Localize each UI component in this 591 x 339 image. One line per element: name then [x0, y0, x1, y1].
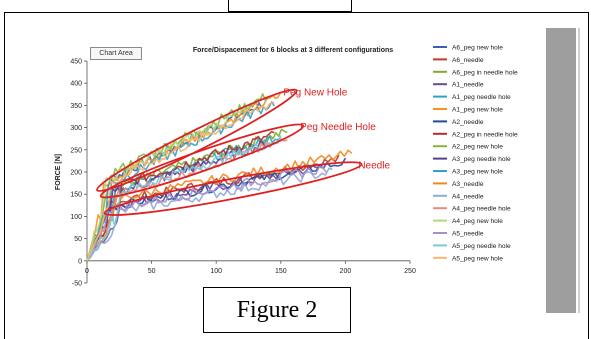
legend-label: A3_peg needle hole: [452, 156, 511, 163]
y-tick-label: 450: [70, 59, 82, 66]
annotation-ellipse: [96, 88, 298, 192]
chart-title: Force/Dispacement for 6 blocks at 3 diff…: [193, 47, 393, 54]
legend-label: A5_needle: [452, 231, 484, 238]
y-tick-label: 400: [70, 81, 82, 88]
y-tick-label: 300: [70, 125, 82, 132]
series-line: [86, 166, 327, 262]
figure-caption: Figure 2: [203, 287, 351, 333]
chart-area-tooltip: Chart Area: [90, 47, 142, 60]
legend-label: A1_peg needle hole: [452, 94, 511, 101]
top-tab: [228, 0, 352, 12]
x-tick-label: 150: [275, 268, 287, 275]
legend-label: A2_peg new hole: [452, 144, 503, 151]
legend-label: A6_peg in needle hole: [452, 69, 518, 76]
x-tick-label: 200: [340, 268, 352, 275]
side-panel: [546, 28, 576, 313]
x-tick-label: 100: [210, 268, 222, 275]
legend-label: A6_needle: [452, 57, 484, 64]
legend-label: A4_peg needle hole: [452, 206, 511, 213]
y-tick-label: 250: [70, 147, 82, 154]
side-panel-edge: [578, 28, 580, 313]
x-tick-label: 0: [85, 268, 89, 275]
annotation-ellipse: [103, 161, 363, 216]
legend-label: A1_peg new hole: [452, 107, 503, 114]
legend-label: A6_peg new hole: [452, 45, 503, 52]
annotation-label: Needle: [358, 160, 390, 171]
y-tick-label: -50: [72, 281, 82, 288]
y-tick-label: 150: [70, 192, 82, 199]
series-line: [86, 135, 282, 262]
y-tick-label: 100: [70, 214, 82, 221]
annotation-label: Peg New Hole: [283, 88, 347, 99]
x-tick-label: 50: [148, 268, 156, 275]
legend-label: A5_peg new hole: [452, 255, 503, 262]
legend-label: A3_peg new hole: [452, 169, 503, 176]
legend-label: A4_peg new hole: [452, 218, 503, 225]
legend-label: A1_needle: [452, 82, 484, 89]
legend-label: A5_peg needle hole: [452, 243, 511, 250]
legend-label: A2_peg in needle hole: [452, 131, 518, 138]
y-tick-label: 350: [70, 103, 82, 110]
legend-label: A3_needle: [452, 181, 484, 188]
legend-label: A2_needle: [452, 119, 484, 126]
series-line: [86, 101, 275, 262]
y-tick-label: 0: [78, 258, 82, 265]
annotation-label: Peg Needle Hole: [300, 122, 376, 133]
series-line: [86, 149, 353, 262]
annotation-ellipse: [99, 123, 305, 199]
y-tick-label: 50: [74, 236, 82, 243]
series-line: [86, 101, 275, 262]
x-tick-label: 250: [404, 268, 416, 275]
document-frame: [4, 12, 589, 339]
legend-label: A4_needle: [452, 193, 484, 200]
y-axis-label: FORCE [N]: [55, 154, 62, 190]
y-tick-label: 200: [70, 170, 82, 177]
